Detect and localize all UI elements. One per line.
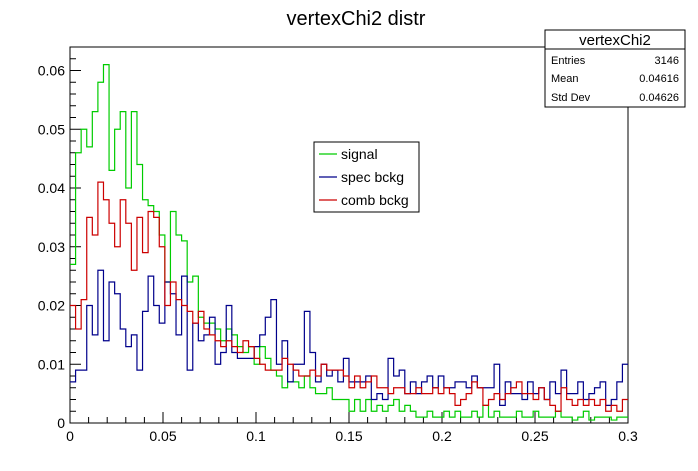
- x-tick-label: 0.05: [149, 428, 176, 444]
- x-tick-label: 0.2: [432, 428, 452, 444]
- y-tick-label: 0.04: [38, 180, 65, 196]
- x-tick-label: 0: [66, 428, 74, 444]
- stats-entries-value: 3146: [655, 55, 679, 67]
- legend-label-spec-bckg: spec bckg: [341, 169, 404, 185]
- y-axis: 0 0.01 0.02 0.03 0.04 0.05 0.06: [38, 46, 81, 431]
- stats-entries-label: Entries: [551, 55, 586, 67]
- y-tick-label: 0.02: [38, 298, 65, 314]
- stats-mean-value: 0.04616: [639, 73, 679, 85]
- legend: signal spec bckg comb bckg: [313, 141, 420, 213]
- legend-label-signal: signal: [341, 146, 378, 162]
- x-tick-label: 0.3: [618, 428, 638, 444]
- x-tick-label: 0.15: [335, 428, 362, 444]
- stats-stddev-label: Std Dev: [551, 92, 591, 104]
- y-tick-label: 0.06: [38, 63, 65, 79]
- y-tick-label: 0: [57, 415, 65, 431]
- y-tick-label: 0.01: [38, 356, 65, 372]
- series-line-comb-bckg: [70, 181, 628, 412]
- x-tick-label: 0.25: [521, 428, 548, 444]
- chart-title: vertexChi2 distr: [287, 8, 426, 30]
- x-axis: 0 0.05 0.1 0.15 0.2 0.25 0.3: [66, 412, 638, 444]
- x-tick-label: 0.1: [246, 428, 266, 444]
- y-tick-label: 0.05: [38, 121, 65, 137]
- series-line-signal: [70, 64, 628, 421]
- histogram-series: [70, 64, 628, 421]
- y-tick-label: 0.03: [38, 239, 65, 255]
- stats-box: vertexChi2 Entries 3146 Mean 0.04616 Std…: [544, 29, 686, 108]
- stats-mean-label: Mean: [551, 73, 579, 85]
- stats-stddev-value: 0.04626: [639, 92, 679, 104]
- stats-title: vertexChi2: [579, 32, 651, 49]
- legend-label-comb-bckg: comb bckg: [341, 192, 409, 208]
